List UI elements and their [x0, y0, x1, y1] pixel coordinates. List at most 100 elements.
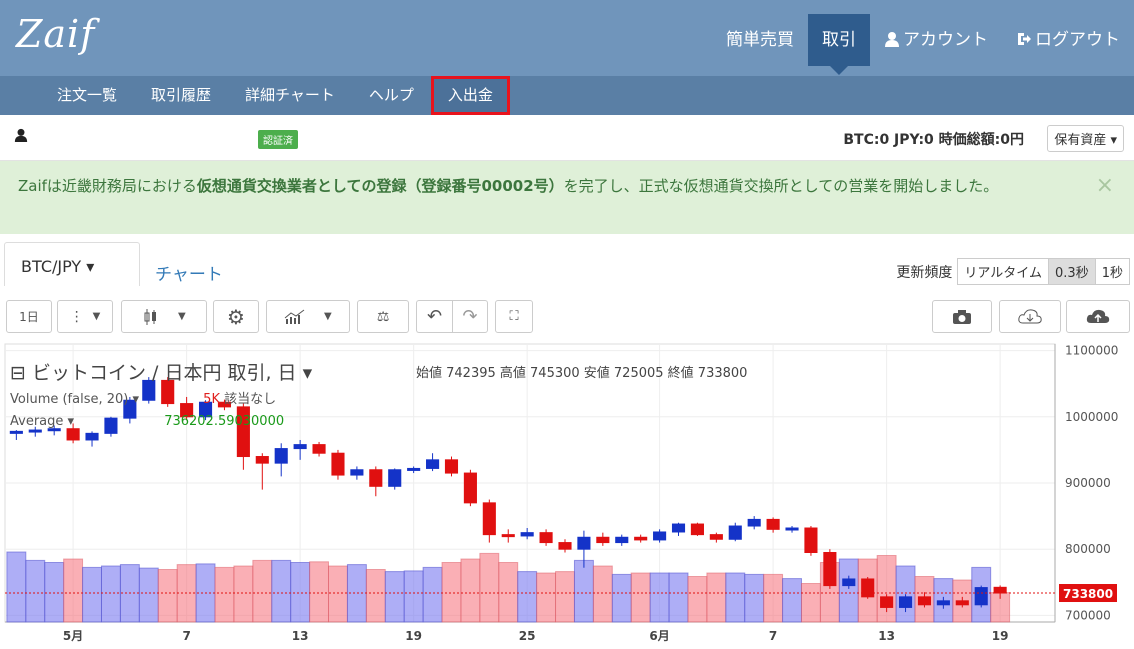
- volume-bar: [668, 572, 689, 623]
- freq-label: 更新頻度: [896, 264, 953, 281]
- candle-body: [880, 596, 894, 608]
- fullscreen-button[interactable]: ⛶: [495, 300, 533, 333]
- subnav-orders[interactable]: 注文一覧: [57, 86, 118, 104]
- x-tick-label: 6月: [649, 629, 669, 643]
- undo-button[interactable]: ↶: [416, 300, 452, 333]
- candle-body: [785, 527, 799, 531]
- candle-body: [653, 531, 667, 541]
- camera-icon: [953, 309, 971, 324]
- candle-body: [728, 525, 742, 540]
- candle-body: [293, 444, 307, 450]
- nav-account[interactable]: アカウント: [870, 14, 1002, 66]
- interval-dropdown[interactable]: ⋮ ▼: [57, 300, 113, 333]
- chart-svg[interactable]: 1100000 1000000 900000 800000 700000 5月 7 13 19 2…: [0, 340, 1134, 649]
- volume-bar: [725, 572, 746, 623]
- nav-easy-trade[interactable]: 簡単売買: [712, 14, 808, 66]
- volume-bar: [517, 571, 538, 623]
- candle-body: [804, 527, 818, 553]
- redo-button[interactable]: ↷: [452, 300, 488, 333]
- chart-link[interactable]: チャート: [155, 265, 223, 285]
- candle-body: [66, 428, 80, 441]
- candle-body: [917, 596, 932, 606]
- freq-options: リアルタイム 0.3秒 1秒: [957, 258, 1130, 285]
- compare-button[interactable]: ⚖: [357, 300, 409, 333]
- chart-toolbar: 1日 ⋮ ▼ ▼ ⚙ ▼ ⚖ ↶ ↷ ⛶: [0, 296, 1134, 340]
- subnav-detail-chart[interactable]: 詳細チャート: [245, 86, 335, 104]
- candle-body: [690, 523, 704, 536]
- subnav-history[interactable]: 取引履歴: [151, 86, 212, 104]
- screenshot-button[interactable]: [932, 300, 992, 333]
- freq-realtime[interactable]: リアルタイム: [957, 258, 1050, 285]
- freq-0-3s[interactable]: 0.3秒: [1048, 258, 1096, 285]
- volume-bar: [6, 551, 27, 623]
- volume-label[interactable]: Volume (false, 20) ▾: [10, 392, 140, 407]
- volume-bar: [403, 570, 424, 623]
- x-tick-label: 25: [519, 629, 536, 643]
- pair-select[interactable]: BTC/JPY ▾: [4, 242, 140, 286]
- volume-bar: [214, 566, 235, 623]
- refresh-frequency: 更新頻度 リアルタイム 0.3秒 1秒: [896, 258, 1130, 285]
- candle-body: [501, 534, 515, 538]
- candle-body: [123, 399, 137, 419]
- candle-body: [898, 596, 913, 608]
- status-bar: 認証済 BTC:0 JPY:0 時価総額:0円 保有資産 ▾: [0, 115, 1134, 161]
- save-layout-button[interactable]: [1066, 300, 1130, 333]
- x-tick-label: 13: [292, 629, 309, 643]
- nav-logout[interactable]: ログアウト: [1002, 14, 1134, 66]
- volume-legend: Volume (false, 20) ▾ 5K 該当なし: [10, 388, 276, 407]
- price-chart[interactable]: 1100000 1000000 900000 800000 700000 5月 7 13 19 2…: [0, 340, 1134, 649]
- candle-body: [407, 467, 421, 471]
- candle-body: [463, 472, 477, 504]
- last-price-label: 733800: [1063, 587, 1113, 601]
- candle-body: [539, 532, 553, 544]
- average-legend: Average ▾ 736202.59030000: [10, 414, 284, 429]
- volume-bar: [649, 572, 670, 623]
- candle-body: [180, 403, 194, 418]
- chart-title[interactable]: ⊟ ビットコイン / 日本円 取引, 日 ▾: [10, 362, 313, 384]
- chart-type-button[interactable]: ▼: [121, 300, 207, 333]
- volume-note: 該当なし: [224, 392, 277, 407]
- subnav-help[interactable]: ヘルプ: [368, 86, 414, 104]
- freq-1s[interactable]: 1秒: [1094, 258, 1130, 285]
- volume-bar: [763, 573, 784, 623]
- interval-button[interactable]: 1日: [6, 300, 52, 333]
- candle-body: [85, 432, 99, 441]
- average-value: 736202.59030000: [164, 414, 285, 429]
- candle-body: [615, 536, 629, 544]
- assets-button[interactable]: 保有資産 ▾: [1047, 125, 1124, 152]
- interval-label: 1日: [19, 310, 39, 324]
- chevron-down-icon: ▼: [324, 311, 332, 322]
- candle-body: [823, 552, 837, 587]
- nav-trade[interactable]: 取引: [808, 14, 870, 75]
- chevron-down-icon: ▼: [92, 311, 101, 322]
- volume-bar: [384, 571, 405, 623]
- candle-body: [161, 379, 175, 405]
- volume-bar: [44, 562, 65, 623]
- fullscreen-icon: ⛶: [509, 309, 519, 324]
- candle-body: [426, 459, 440, 469]
- subnav-deposit-withdraw[interactable]: 入出金: [430, 76, 510, 115]
- volume-bar: [328, 565, 348, 623]
- zaif-logo[interactable]: Zaif: [16, 12, 96, 56]
- candle-body: [520, 532, 534, 537]
- volume-bar: [422, 566, 443, 623]
- volume-bar: [271, 559, 292, 623]
- volume-bar: [800, 583, 821, 623]
- settings-button[interactable]: ⚙: [213, 300, 259, 333]
- candle-body: [350, 469, 364, 476]
- indicators-button[interactable]: ▼: [266, 300, 350, 333]
- volume-bar: [895, 565, 916, 623]
- volume-bar: [82, 566, 102, 623]
- candle-body: [558, 542, 572, 550]
- average-label[interactable]: Average ▾: [10, 414, 75, 429]
- volume-bar: [782, 578, 802, 623]
- volume-bar: [687, 576, 708, 623]
- ohlc-values: 始値 742395 高値 745300 安値 725005 終値 733800: [416, 366, 748, 381]
- volume-bar: [138, 567, 159, 623]
- candle-body: [236, 406, 250, 458]
- load-layout-button[interactable]: [999, 300, 1061, 333]
- close-icon[interactable]: ×: [1095, 173, 1114, 198]
- volume-bar: [100, 565, 121, 623]
- candlestick-icon: [144, 308, 157, 325]
- y-tick-label: 700000: [1065, 608, 1111, 622]
